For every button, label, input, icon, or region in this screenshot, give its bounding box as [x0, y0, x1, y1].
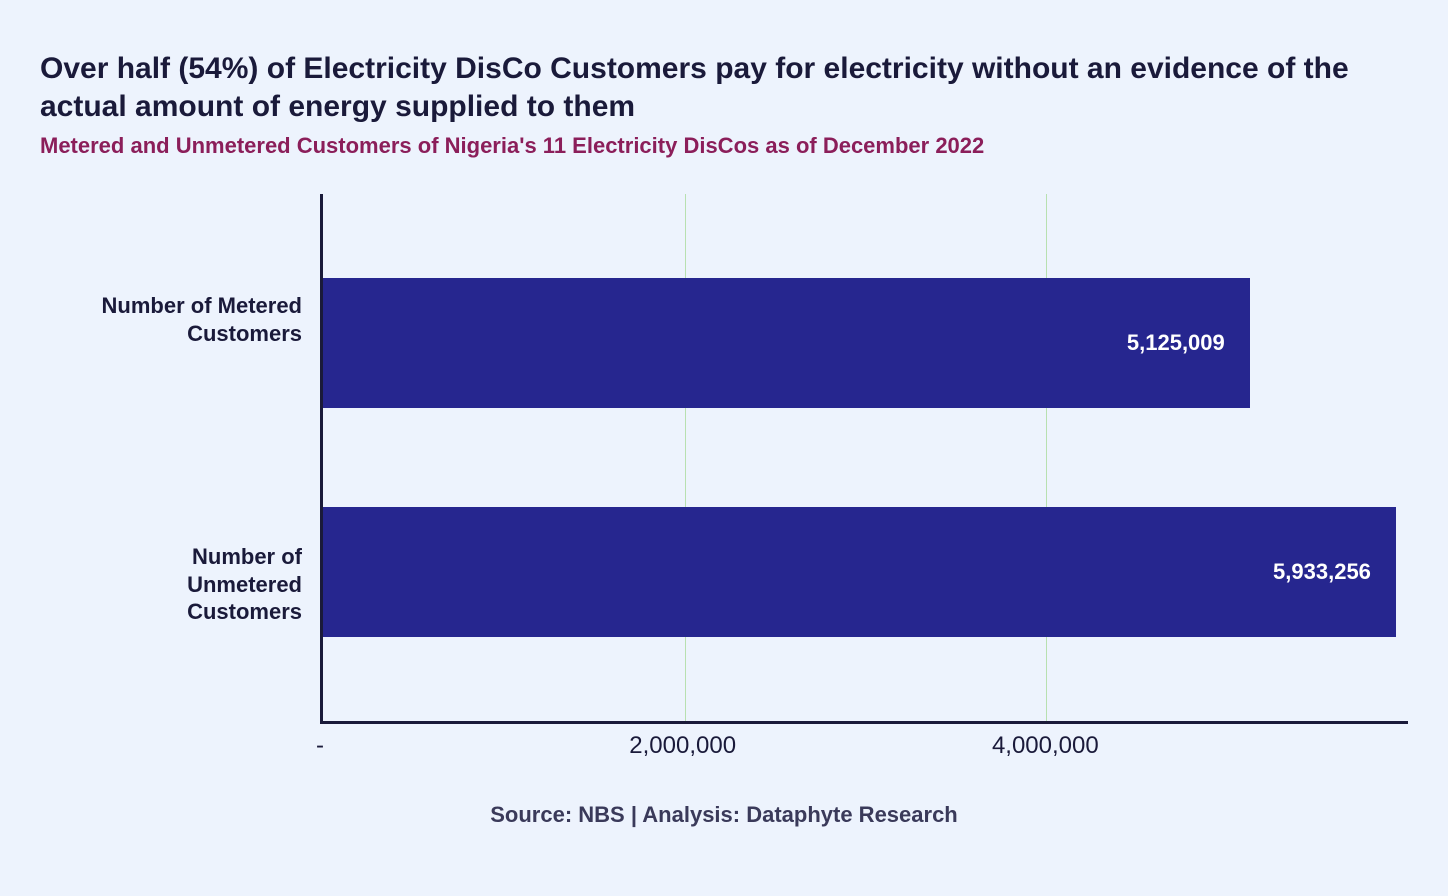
y-label-line: Number of [192, 544, 302, 569]
chart-container: Number of Metered Customers Number of Un… [50, 194, 1408, 724]
x-axis-ticks: - 2,000,000 4,000,000 [320, 732, 1408, 772]
x-tick: - [316, 732, 324, 760]
y-label-line: Customers [187, 321, 302, 346]
x-tick: 2,000,000 [629, 732, 736, 760]
y-label-metered: Number of Metered Customers [50, 292, 302, 347]
bar-metered: 5,125,009 [323, 278, 1250, 408]
y-label-line: Customers [187, 599, 302, 624]
source-line: Source: NBS | Analysis: Dataphyte Resear… [40, 802, 1408, 828]
y-label-unmetered: Number of Unmetered Customers [50, 543, 302, 626]
y-label-line: Number of Metered [102, 293, 302, 318]
plot-area: 5,125,009 5,933,256 [320, 194, 1408, 724]
x-tick: 4,000,000 [992, 732, 1099, 760]
bar-unmetered: 5,933,256 [323, 507, 1396, 637]
bar-value-metered: 5,125,009 [1127, 330, 1225, 356]
bars-container: 5,125,009 5,933,256 [323, 194, 1408, 721]
bar-value-unmetered: 5,933,256 [1273, 559, 1371, 585]
chart-title: Over half (54%) of Electricity DisCo Cus… [40, 50, 1408, 125]
y-axis-labels: Number of Metered Customers Number of Un… [50, 194, 320, 724]
chart-subtitle: Metered and Unmetered Customers of Niger… [40, 133, 1408, 159]
y-label-line: Unmetered [187, 572, 302, 597]
